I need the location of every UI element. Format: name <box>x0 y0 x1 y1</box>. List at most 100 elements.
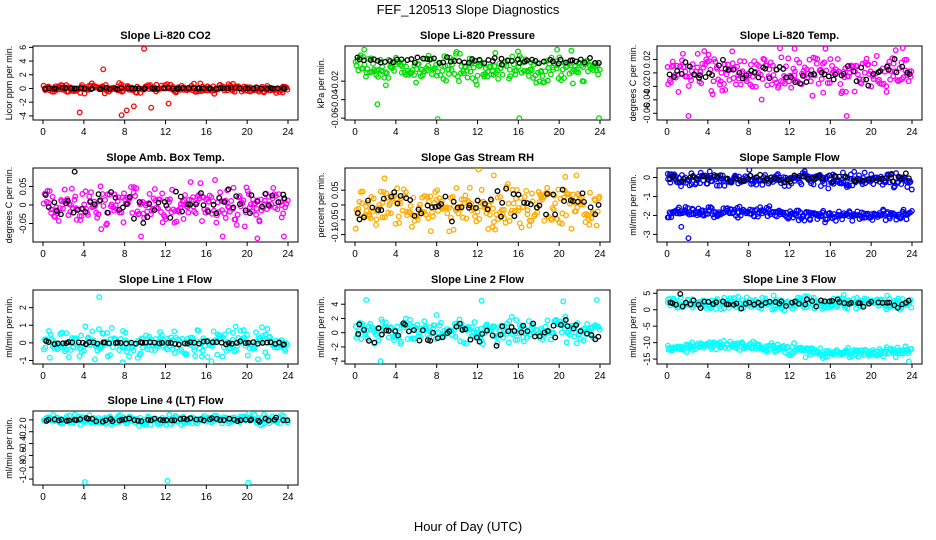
data-point <box>102 417 109 424</box>
data-point <box>508 324 515 331</box>
data-point <box>495 75 502 82</box>
data-point <box>791 340 798 347</box>
data-points <box>664 290 915 364</box>
x-tick-label: 0 <box>40 249 46 260</box>
data-points <box>664 168 915 242</box>
data-point <box>524 328 531 335</box>
data-point <box>198 190 204 197</box>
data-point <box>65 339 72 346</box>
data-point <box>733 300 740 307</box>
data-point <box>353 62 360 69</box>
outlier-point <box>71 168 78 175</box>
data-point <box>173 218 180 225</box>
data-point <box>758 302 765 309</box>
x-tick-label: 0 <box>40 492 46 503</box>
data-point <box>442 193 449 200</box>
data-point <box>523 334 530 341</box>
data-point <box>706 58 712 64</box>
data-point <box>732 81 739 88</box>
data-point <box>512 207 518 214</box>
data-point <box>275 199 282 206</box>
data-point <box>375 73 382 80</box>
data-point <box>778 298 785 305</box>
data-point <box>142 332 149 339</box>
data-point <box>690 297 697 304</box>
data-point <box>438 201 445 207</box>
data-point <box>820 207 827 214</box>
y-tick-label: 4 <box>330 302 340 307</box>
data-point <box>77 85 84 92</box>
data-point <box>228 197 235 204</box>
x-tick-label: 12 <box>472 371 484 382</box>
data-point <box>569 80 576 87</box>
data-point <box>492 226 499 233</box>
data-point <box>123 340 130 347</box>
data-point <box>476 56 483 63</box>
data-point <box>527 201 534 208</box>
data-point <box>45 416 52 423</box>
data-point <box>237 338 244 345</box>
data-point <box>367 57 374 64</box>
data-point <box>581 59 588 66</box>
data-point <box>557 321 564 328</box>
data-point <box>439 68 446 74</box>
y-axis-label: ml/min per min. <box>628 174 638 236</box>
data-point <box>73 216 80 223</box>
data-point <box>765 205 772 212</box>
data-point <box>885 66 892 73</box>
data-point <box>112 194 119 201</box>
data-point <box>858 64 865 71</box>
data-point <box>95 191 102 198</box>
data-point <box>798 181 805 188</box>
data-point <box>356 216 363 223</box>
data-point <box>49 193 56 200</box>
data-point <box>78 213 85 220</box>
data-point <box>390 59 397 66</box>
data-point <box>510 200 517 207</box>
data-point <box>593 222 600 229</box>
x-tick-label: 12 <box>784 371 796 382</box>
outlier-point <box>677 290 684 297</box>
data-point <box>892 354 899 361</box>
data-point <box>60 340 66 347</box>
data-point <box>196 340 202 347</box>
data-point <box>109 418 116 425</box>
data-point <box>210 328 217 335</box>
data-points <box>40 294 291 364</box>
data-point <box>904 184 911 190</box>
data-point <box>142 85 149 92</box>
data-point <box>264 339 271 346</box>
outlier-point <box>434 116 441 120</box>
data-point <box>192 210 199 217</box>
data-point <box>450 226 457 233</box>
data-point <box>849 217 856 224</box>
x-tick-label: 24 <box>594 371 606 382</box>
data-point <box>456 320 463 327</box>
data-point <box>494 194 501 201</box>
data-point <box>382 82 389 89</box>
data-point <box>797 209 804 216</box>
data-point <box>883 174 890 181</box>
data-point <box>757 204 764 211</box>
data-point <box>242 85 249 92</box>
y-tick-label: -0.1 <box>330 227 340 243</box>
data-point <box>197 416 204 423</box>
data-point <box>766 75 773 82</box>
data-point <box>728 178 735 185</box>
data-point <box>57 211 64 218</box>
chart-title: Slope Li-820 Pressure <box>420 30 535 42</box>
data-point <box>821 59 828 66</box>
y-tick-label: -4 <box>330 357 340 365</box>
data-point <box>701 48 708 55</box>
data-point <box>68 185 75 192</box>
data-point <box>61 186 68 193</box>
data-point <box>587 204 594 211</box>
data-point <box>388 210 394 217</box>
data-point <box>521 338 527 345</box>
data-point <box>877 68 884 74</box>
data-point <box>829 62 836 69</box>
x-tick-label: 16 <box>201 127 213 138</box>
data-point <box>159 190 166 197</box>
data-point <box>244 331 250 338</box>
chart-title: Slope Amb. Box Temp. <box>106 152 225 164</box>
